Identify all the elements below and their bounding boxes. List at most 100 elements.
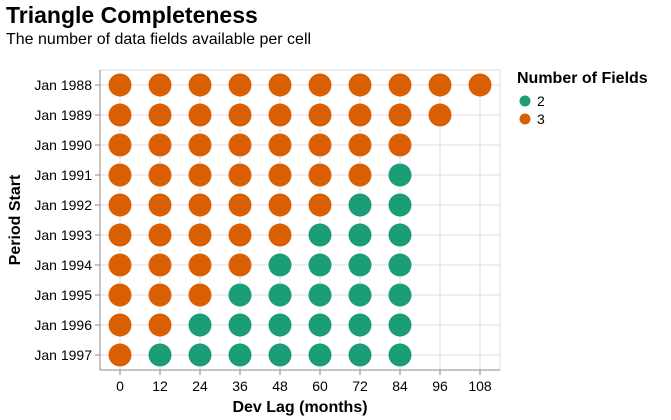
data-point — [148, 193, 172, 217]
y-tick-label: Jan 1996 — [34, 317, 92, 333]
data-point — [308, 103, 332, 127]
data-point — [348, 193, 372, 217]
data-point — [388, 253, 412, 277]
x-tick-label: 48 — [272, 378, 288, 394]
data-point — [348, 223, 372, 247]
x-tick-label: 36 — [232, 378, 248, 394]
data-point — [308, 163, 332, 187]
x-tick-label: 108 — [468, 378, 492, 394]
x-tick-label: 72 — [352, 378, 368, 394]
y-tick-label: Jan 1992 — [34, 197, 92, 213]
data-point — [268, 103, 292, 127]
legend-swatch — [519, 95, 531, 107]
data-point — [228, 223, 252, 247]
data-point — [268, 253, 292, 277]
legend: Number of Fields 2 3 — [517, 70, 648, 127]
data-point — [348, 283, 372, 307]
x-tick-label: 24 — [192, 378, 208, 394]
x-tick-label: 0 — [116, 378, 124, 394]
data-point — [148, 253, 172, 277]
data-point — [388, 283, 412, 307]
data-point — [308, 313, 332, 337]
data-point — [348, 253, 372, 277]
data-point — [108, 343, 132, 367]
y-tick-label: Jan 1995 — [34, 287, 92, 303]
chart-subtitle: The number of data fields available per … — [6, 31, 312, 48]
data-point — [268, 283, 292, 307]
data-point — [388, 313, 412, 337]
data-point — [308, 223, 332, 247]
data-point — [188, 163, 212, 187]
data-point — [428, 103, 452, 127]
data-point — [388, 223, 412, 247]
data-point — [308, 343, 332, 367]
data-point — [148, 163, 172, 187]
data-point — [108, 223, 132, 247]
data-point — [348, 313, 372, 337]
data-point — [188, 253, 212, 277]
data-point — [148, 283, 172, 307]
data-point — [308, 133, 332, 157]
data-point — [228, 133, 252, 157]
y-axis-title: Period Start — [7, 174, 24, 265]
data-point — [188, 133, 212, 157]
data-point — [188, 343, 212, 367]
y-tick-label: Jan 1993 — [34, 227, 92, 243]
x-axis-title: Dev Lag (months) — [232, 399, 367, 416]
data-point — [268, 193, 292, 217]
data-point — [348, 133, 372, 157]
data-point — [108, 103, 132, 127]
data-point — [148, 223, 172, 247]
x-tick-label: 84 — [392, 378, 408, 394]
data-point — [388, 73, 412, 97]
y-tick-label: Jan 1991 — [34, 167, 92, 183]
data-point — [108, 253, 132, 277]
data-point — [268, 343, 292, 367]
data-point — [148, 313, 172, 337]
data-point — [268, 223, 292, 247]
data-point — [228, 343, 252, 367]
data-point — [428, 73, 452, 97]
legend-swatch — [519, 113, 531, 125]
y-tick-label: Jan 1988 — [34, 77, 92, 93]
data-point — [228, 163, 252, 187]
data-point — [188, 73, 212, 97]
y-tick-label: Jan 1990 — [34, 137, 92, 153]
legend-label: 2 — [537, 93, 545, 109]
chart-title: Triangle Completeness — [6, 2, 258, 28]
data-point — [228, 253, 252, 277]
x-tick-label: 96 — [432, 378, 448, 394]
data-point — [308, 73, 332, 97]
data-point — [108, 133, 132, 157]
y-tick-label: Jan 1989 — [34, 107, 92, 123]
y-tick-label: Jan 1994 — [34, 257, 92, 273]
data-point — [148, 343, 172, 367]
data-point — [268, 73, 292, 97]
legend-title: Number of Fields — [517, 70, 648, 87]
data-point — [228, 313, 252, 337]
data-point — [268, 163, 292, 187]
data-point — [228, 283, 252, 307]
data-point — [308, 283, 332, 307]
data-point — [348, 343, 372, 367]
x-tick-label: 12 — [152, 378, 168, 394]
data-point — [108, 163, 132, 187]
data-point — [268, 133, 292, 157]
data-point — [468, 73, 492, 97]
data-point — [388, 193, 412, 217]
data-point — [348, 73, 372, 97]
data-point — [388, 133, 412, 157]
data-point — [388, 163, 412, 187]
y-tick-label: Jan 1997 — [34, 347, 92, 363]
data-point — [108, 283, 132, 307]
data-point — [228, 73, 252, 97]
y-axis: Jan 1988 Jan 1989 Jan 1990 Jan 1991 Jan 1992… — [34, 70, 101, 370]
data-point — [148, 133, 172, 157]
data-point — [108, 313, 132, 337]
data-point — [188, 223, 212, 247]
data-point — [308, 253, 332, 277]
data-point — [188, 193, 212, 217]
data-point — [388, 103, 412, 127]
data-point — [348, 103, 372, 127]
